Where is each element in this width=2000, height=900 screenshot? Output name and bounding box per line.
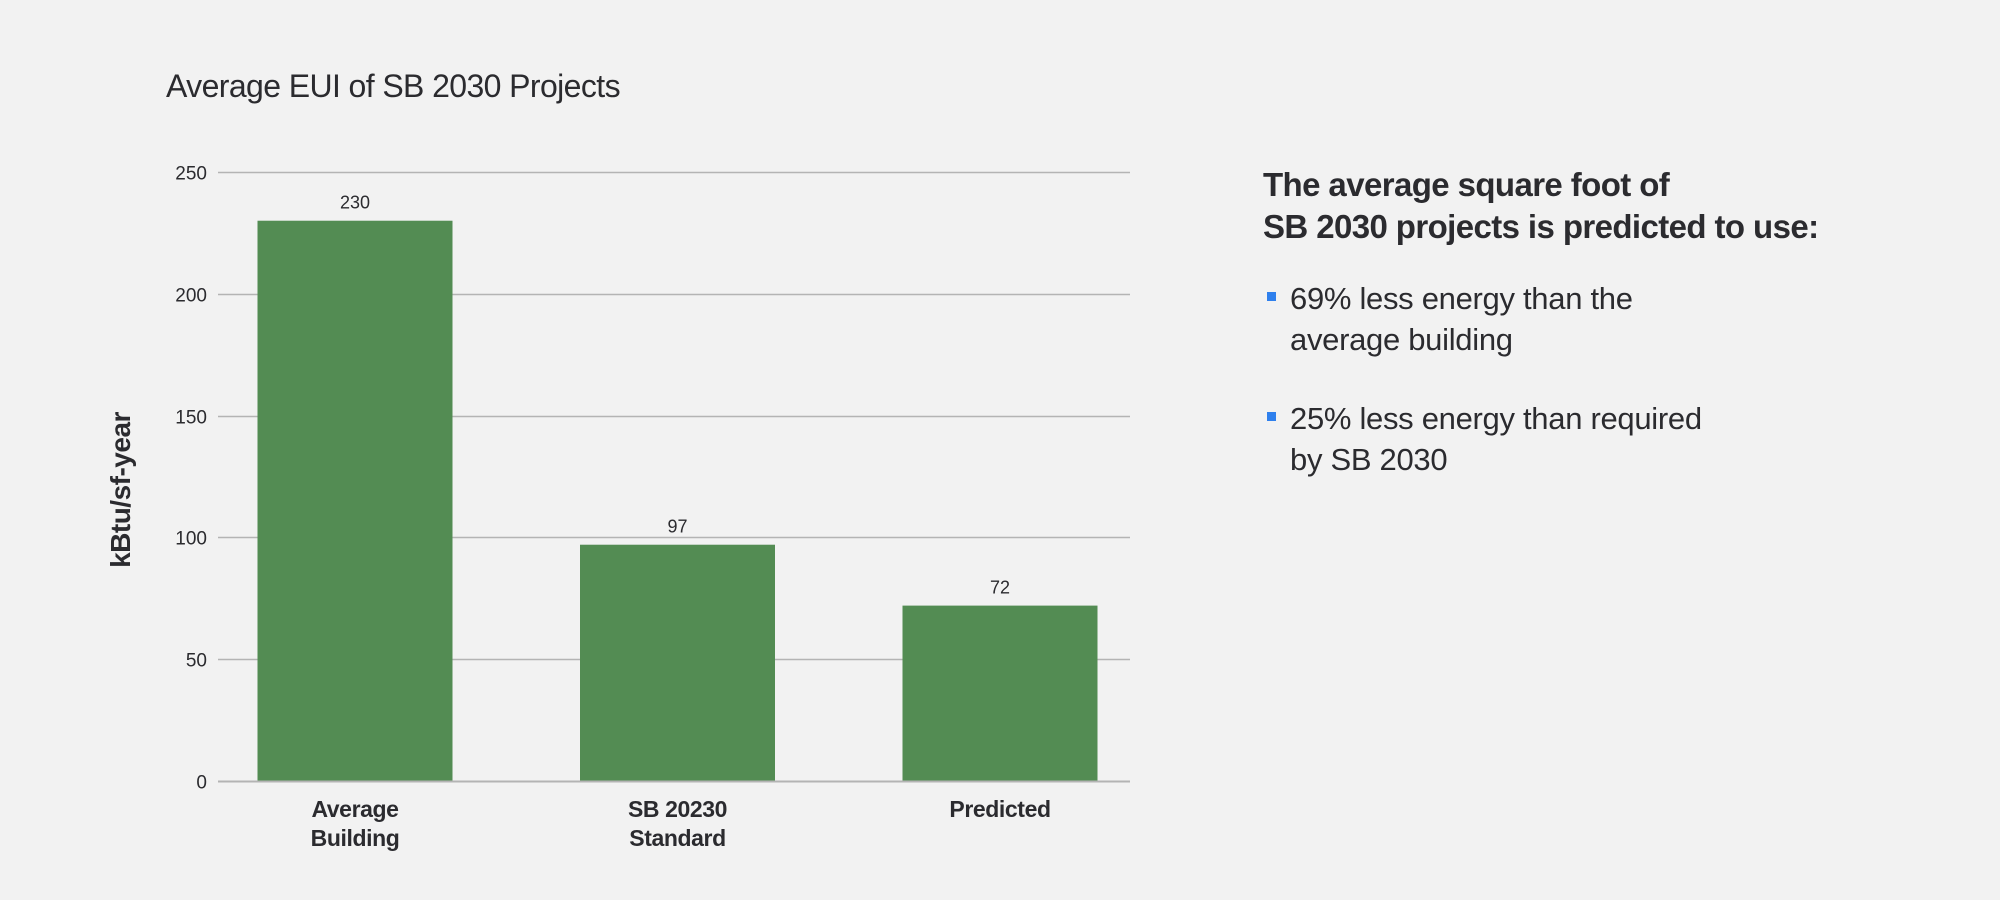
bar [580,544,775,781]
x-tick-label: Standard [629,825,725,851]
summary-item-line: average building [1290,322,1513,357]
bars [218,220,1130,783]
summary-panel: The average square foot of SB 2030 proje… [1263,164,1903,518]
data-label: 230 [340,193,370,213]
y-tick-label: 200 [175,286,207,307]
summary-item-line: 69% less energy than the [1290,281,1633,316]
y-tick-label: 150 [175,408,207,429]
x-tick-label: Predicted [949,796,1050,822]
y-tick-label: 50 [186,651,207,672]
summary-heading-line: The average square foot of [1263,166,1670,203]
summary-heading: The average square foot of SB 2030 proje… [1263,164,1903,248]
data-label: 72 [990,578,1010,598]
summary-heading-line: SB 2030 projects is predicted to use: [1263,208,1819,245]
bar [257,220,453,782]
bar-chart: 0 50 100 150 200 250 230 97 72 Average Building S… [175,164,1130,851]
summary-item: 69% less energy than the average buildin… [1263,278,1903,360]
y-tick-label: 250 [175,164,207,185]
data-labels: 230 97 72 [340,193,1010,598]
bar [902,605,1098,781]
category-labels: Average Building SB 20230 Standard Predicted [311,796,1051,851]
chart-title: Average EUI of SB 2030 Projects [166,68,621,104]
y-tick-label: 100 [175,529,207,550]
summary-item-line: by SB 2030 [1290,442,1448,477]
square-bullet-icon [1267,292,1276,301]
y-tick-label: 0 [196,773,207,794]
square-bullet-icon [1267,412,1276,421]
y-tick-labels: 0 50 100 150 200 250 [175,164,207,794]
x-tick-label: Building [311,825,400,851]
x-tick-label: Average [311,796,398,822]
data-label: 97 [667,517,687,537]
summary-item-line: 25% less energy than required [1290,401,1702,436]
x-tick-label: SB 20230 [628,796,727,822]
summary-item: 25% less energy than required by SB 2030 [1263,398,1903,480]
summary-list: 69% less energy than the average buildin… [1263,278,1903,480]
